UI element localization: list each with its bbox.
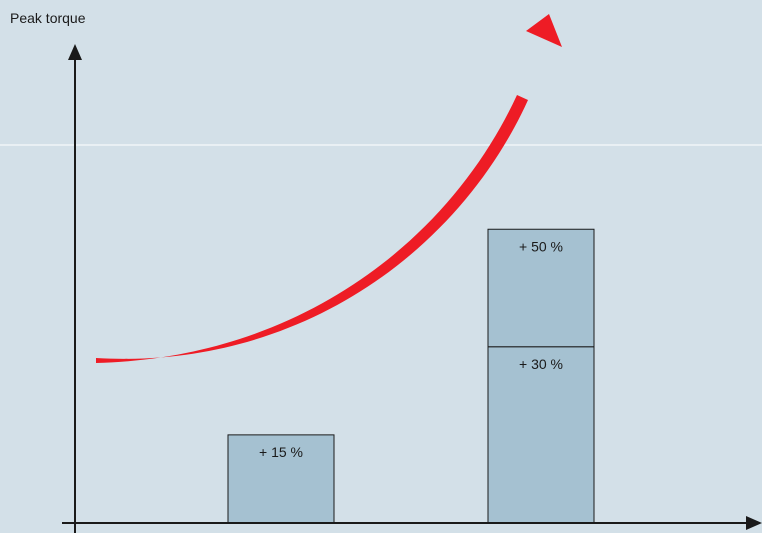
bar-2-segment-1 xyxy=(487,346,595,524)
bar-1-segment-1 xyxy=(227,434,335,524)
trend-arrow-head xyxy=(526,14,562,47)
bar-2-segment-2-label: + 50 % xyxy=(519,238,563,254)
y-axis-label: Peak torque xyxy=(10,10,86,26)
bar-2-segment-2 xyxy=(487,228,595,348)
x-axis-arrowhead xyxy=(746,516,762,530)
bar-1-segment-1-label: + 15 % xyxy=(259,444,303,460)
bar-2-segment-1-label: + 30 % xyxy=(519,356,563,372)
trend-arrow-curve xyxy=(96,95,528,363)
bars-layer: + 15 % + 30 % + 50 % xyxy=(227,228,595,524)
y-axis-arrowhead xyxy=(68,44,82,60)
trend-arrow xyxy=(96,14,562,363)
